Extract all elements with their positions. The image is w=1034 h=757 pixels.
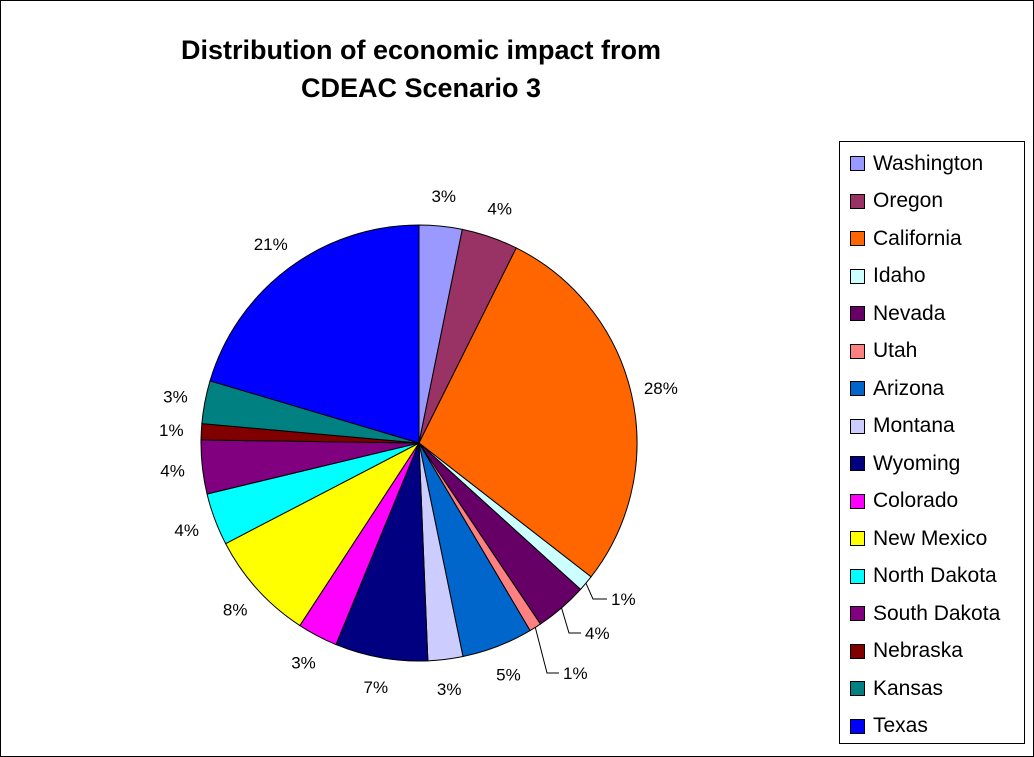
- legend-swatch-south-dakota: [850, 606, 865, 621]
- data-label-washington: 3%: [431, 187, 456, 206]
- legend-label-arizona: Arizona: [873, 377, 944, 401]
- legend-label-wyoming: Wyoming: [873, 452, 960, 476]
- legend-swatch-washington: [850, 156, 865, 171]
- legend-label-nebraska: Nebraska: [873, 639, 963, 663]
- leader-line-utah: [535, 627, 559, 673]
- data-label-north-dakota: 4%: [174, 521, 199, 540]
- legend-label-colorado: Colorado: [873, 489, 958, 513]
- legend-item-wyoming: Wyoming: [840, 445, 1024, 483]
- legend-item-oregon: Oregon: [840, 183, 1024, 221]
- legend-swatch-new-mexico: [850, 531, 865, 546]
- legend-label-california: California: [873, 227, 962, 251]
- legend-item-montana: Montana: [840, 408, 1024, 446]
- data-label-arizona: 5%: [496, 665, 521, 684]
- data-label-texas: 21%: [254, 235, 288, 254]
- data-label-south-dakota: 4%: [160, 461, 185, 480]
- legend-swatch-colorado: [850, 494, 865, 509]
- legend-swatch-montana: [850, 419, 865, 434]
- legend-label-new-mexico: New Mexico: [873, 527, 987, 551]
- legend-swatch-texas: [850, 719, 865, 734]
- legend-label-idaho: Idaho: [873, 264, 926, 288]
- data-label-montana: 3%: [437, 680, 462, 699]
- legend-label-texas: Texas: [873, 714, 928, 738]
- legend-item-south-dakota: South Dakota: [840, 595, 1024, 633]
- legend-item-arizona: Arizona: [840, 370, 1024, 408]
- data-label-wyoming: 7%: [364, 678, 389, 697]
- legend-item-new-mexico: New Mexico: [840, 520, 1024, 558]
- legend-label-montana: Montana: [873, 414, 955, 438]
- data-label-nebraska: 1%: [159, 421, 184, 440]
- data-label-colorado: 3%: [291, 653, 316, 672]
- chart-legend: Washington Oregon California Idaho Nevada Uta…: [839, 141, 1025, 744]
- legend-swatch-nebraska: [850, 644, 865, 659]
- legend-label-nevada: Nevada: [873, 302, 945, 326]
- legend-item-texas: Texas: [840, 708, 1024, 746]
- legend-item-kansas: Kansas: [840, 670, 1024, 708]
- legend-item-california: California: [840, 220, 1024, 258]
- data-label-california: 28%: [644, 379, 678, 398]
- legend-label-washington: Washington: [873, 152, 983, 176]
- legend-label-north-dakota: North Dakota: [873, 564, 997, 588]
- legend-swatch-utah: [850, 344, 865, 359]
- legend-item-colorado: Colorado: [840, 483, 1024, 521]
- data-label-nevada: 4%: [585, 624, 610, 643]
- legend-swatch-wyoming: [850, 456, 865, 471]
- legend-swatch-north-dakota: [850, 569, 865, 584]
- legend-item-idaho: Idaho: [840, 258, 1024, 296]
- legend-label-utah: Utah: [873, 339, 917, 363]
- data-label-oregon: 4%: [487, 199, 512, 218]
- data-label-kansas: 3%: [163, 387, 188, 406]
- legend-swatch-oregon: [850, 194, 865, 209]
- legend-item-utah: Utah: [840, 333, 1024, 371]
- legend-swatch-idaho: [850, 269, 865, 284]
- leader-line-nevada: [562, 608, 581, 633]
- legend-swatch-arizona: [850, 381, 865, 396]
- legend-swatch-california: [850, 231, 865, 246]
- data-label-utah: 1%: [563, 664, 588, 683]
- leader-line-idaho: [586, 583, 607, 599]
- legend-swatch-kansas: [850, 681, 865, 696]
- data-label-new-mexico: 8%: [223, 601, 248, 620]
- legend-item-nevada: Nevada: [840, 295, 1024, 333]
- data-label-idaho: 1%: [611, 590, 636, 609]
- legend-item-washington: Washington: [840, 145, 1024, 183]
- legend-item-nebraska: Nebraska: [840, 633, 1024, 671]
- legend-label-kansas: Kansas: [873, 677, 943, 701]
- legend-item-north-dakota: North Dakota: [840, 558, 1024, 596]
- legend-label-oregon: Oregon: [873, 189, 943, 213]
- legend-swatch-nevada: [850, 306, 865, 321]
- legend-label-south-dakota: South Dakota: [873, 602, 1000, 626]
